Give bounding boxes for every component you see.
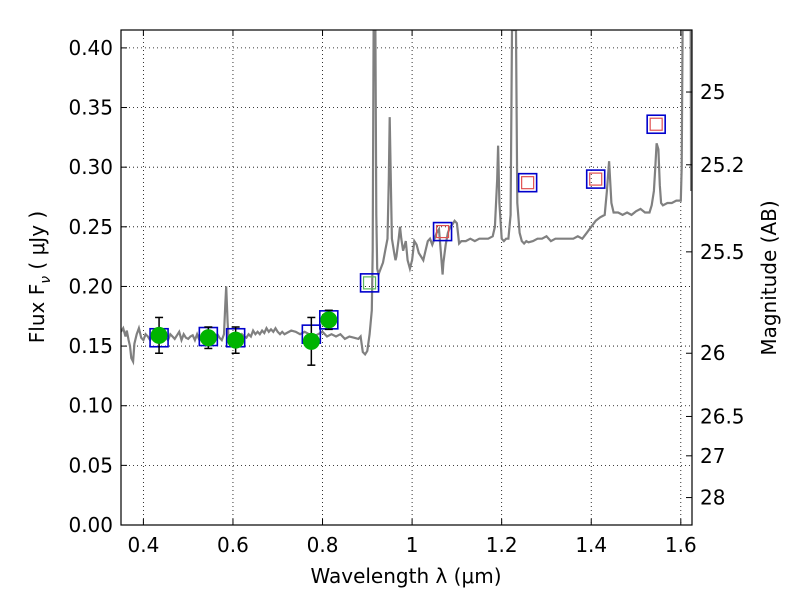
y-tick-label: 0.00 <box>68 513 113 537</box>
observed-point <box>227 331 245 349</box>
x-tick-label: 1.2 <box>486 533 518 557</box>
x-tick-label: 1.6 <box>665 533 697 557</box>
y2-tick-label: 28 <box>700 486 725 510</box>
observed-point <box>302 332 320 350</box>
model-photometry-square <box>517 172 538 193</box>
y2-tick-label: 25 <box>700 80 725 104</box>
x-tick-label: 0.8 <box>307 533 339 557</box>
predicted-band-square <box>521 176 535 190</box>
y-axis-label: Flux Fν ( μJy ) <box>25 211 54 343</box>
model-photometry-markers <box>149 114 666 348</box>
y-axis-ticks: 0.00 0.05 0.10 0.15 0.20 0.25 0.30 0.35 0.40 <box>68 36 127 537</box>
x-tick-label: 0.6 <box>217 533 249 557</box>
predicted-band-square <box>435 224 450 239</box>
x-axis-ticks: 0.4 0.6 0.8 1 1.2 1.4 1.6 <box>127 30 697 557</box>
y-tick-label: 0.20 <box>68 274 113 298</box>
x-axis-label: Wavelength λ (μm) <box>310 564 501 588</box>
y-tick-label: 0.15 <box>68 334 113 358</box>
error-bars <box>155 309 333 366</box>
y-tick-label: 0.40 <box>68 36 113 60</box>
y-tick-label: 0.10 <box>68 394 113 418</box>
y-tick-label: 0.30 <box>68 155 113 179</box>
x-tick-label: 0.4 <box>127 533 159 557</box>
observed-points <box>150 311 338 350</box>
model-photometry-square <box>585 169 606 189</box>
model-photometry-square <box>359 273 380 293</box>
y2-tick-label: 26.5 <box>700 404 745 428</box>
predicted-band-square <box>362 276 377 290</box>
y-axis-label-main: Flux F <box>25 284 49 343</box>
y2-tick-label: 26 <box>700 341 725 365</box>
spectrum-line <box>121 30 692 366</box>
y2-tick-label: 25.5 <box>700 240 745 264</box>
y-tick-label: 0.35 <box>68 96 113 120</box>
plot-frame <box>120 29 693 526</box>
y-axis-label-unit: ( μJy ) <box>25 211 49 276</box>
y-tick-label: 0.25 <box>68 215 113 239</box>
observed-point <box>150 326 168 344</box>
observed-point <box>199 329 217 347</box>
y2-tick-label: 27 <box>700 444 725 468</box>
observed-point <box>320 311 338 329</box>
x-tick-label: 1.4 <box>575 533 607 557</box>
predicted-band-square <box>649 117 663 131</box>
predicted-band-square <box>589 172 603 186</box>
y-tick-label: 0.05 <box>68 453 113 477</box>
grid-lines <box>121 30 692 526</box>
y-axis-label-sub: ν <box>38 276 54 284</box>
x-tick-label: 1 <box>406 533 419 557</box>
y2-axis-ticks: 25 25.2 25.5 26 26.5 27 28 <box>686 80 745 510</box>
y2-tick-label: 25.2 <box>700 153 745 177</box>
model-photometry-square <box>432 221 453 242</box>
y2-axis-label: Magnitude (AB) <box>757 200 781 355</box>
model-photometry-square <box>646 114 666 135</box>
